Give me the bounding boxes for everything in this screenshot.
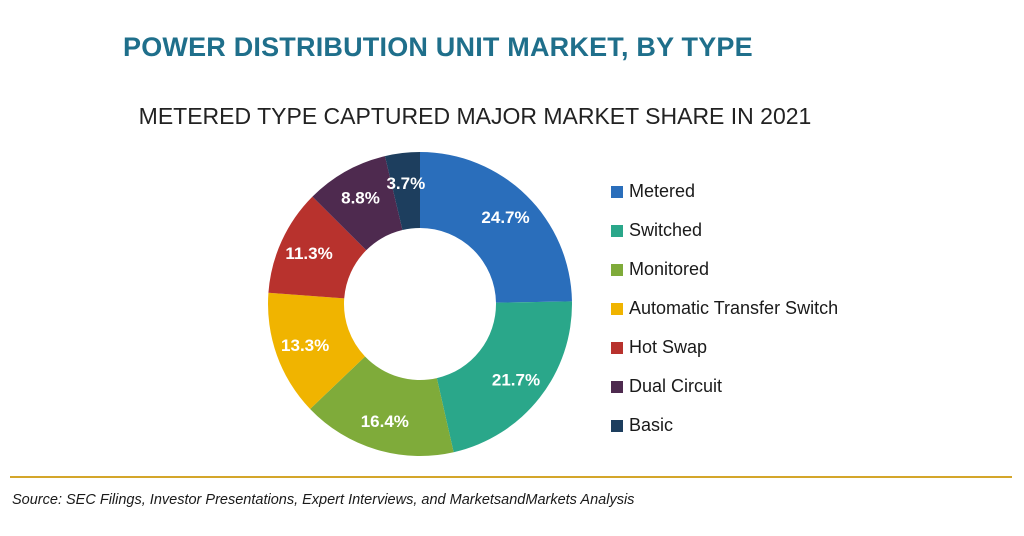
donut-slice-automatic-transfer-switch xyxy=(268,292,366,410)
legend-swatch xyxy=(611,302,623,315)
legend-item-metered: Metered xyxy=(611,172,838,211)
donut-slice-metered xyxy=(420,152,572,303)
data-label-monitored: 16.4% xyxy=(361,412,409,431)
legend-label: Monitored xyxy=(629,259,710,279)
legend-item-switched: Switched xyxy=(611,211,838,250)
legend-label: Metered xyxy=(629,181,696,201)
legend-swatch xyxy=(611,224,623,237)
legend-label: Automatic Transfer Switch xyxy=(629,298,839,318)
legend-swatch xyxy=(611,341,623,354)
legend-item-automatic-transfer-switch: Automatic Transfer Switch xyxy=(611,289,838,328)
legend-label: Hot Swap xyxy=(629,337,708,357)
legend-swatch xyxy=(611,380,623,393)
chart-legend: Metered Switched Monitored Automatic Transf… xyxy=(611,172,838,445)
legend-label: Switched xyxy=(629,220,703,240)
page-title: POWER DISTRIBUTION UNIT MARKET, BY TYPE xyxy=(123,32,753,62)
donut-slice-switched xyxy=(436,301,572,453)
data-label-dual-circuit: 8.8% xyxy=(341,188,380,207)
legend-item-hot-swap: Hot Swap xyxy=(611,328,838,367)
donut-slices xyxy=(268,152,572,456)
donut-data-labels: 24.7% 21.7% 16.4% 13.3% 11.3% 8.8% 3.7% xyxy=(281,174,540,431)
legend-label: Basic xyxy=(629,415,674,435)
donut-slice-dual-circuit xyxy=(312,156,403,251)
data-label-automatic-transfer-switch: 13.3% xyxy=(281,336,329,355)
source-note: Source: SEC Filings, Investor Presentati… xyxy=(12,492,635,508)
legend-swatch xyxy=(611,263,623,276)
legend-item-dual-circuit: Dual Circuit xyxy=(611,367,838,406)
legend-item-basic: Basic xyxy=(611,406,838,445)
donut-slice-monitored xyxy=(310,356,454,456)
legend-item-monitored: Monitored xyxy=(611,250,838,289)
legend-label: Dual Circuit xyxy=(629,376,723,396)
donut-slice-basic xyxy=(384,152,420,231)
legend-swatch xyxy=(611,185,623,198)
chart-subtitle: METERED TYPE CAPTURED MAJOR MARKET SHARE… xyxy=(138,103,812,129)
data-label-metered: 24.7% xyxy=(481,208,529,227)
data-label-switched: 21.7% xyxy=(492,370,540,389)
footer-divider xyxy=(10,476,1012,478)
donut-slice-hot-swap xyxy=(268,196,367,299)
legend-swatch xyxy=(611,419,623,432)
data-label-basic: 3.7% xyxy=(386,174,425,193)
data-label-hot-swap: 11.3% xyxy=(285,244,332,263)
